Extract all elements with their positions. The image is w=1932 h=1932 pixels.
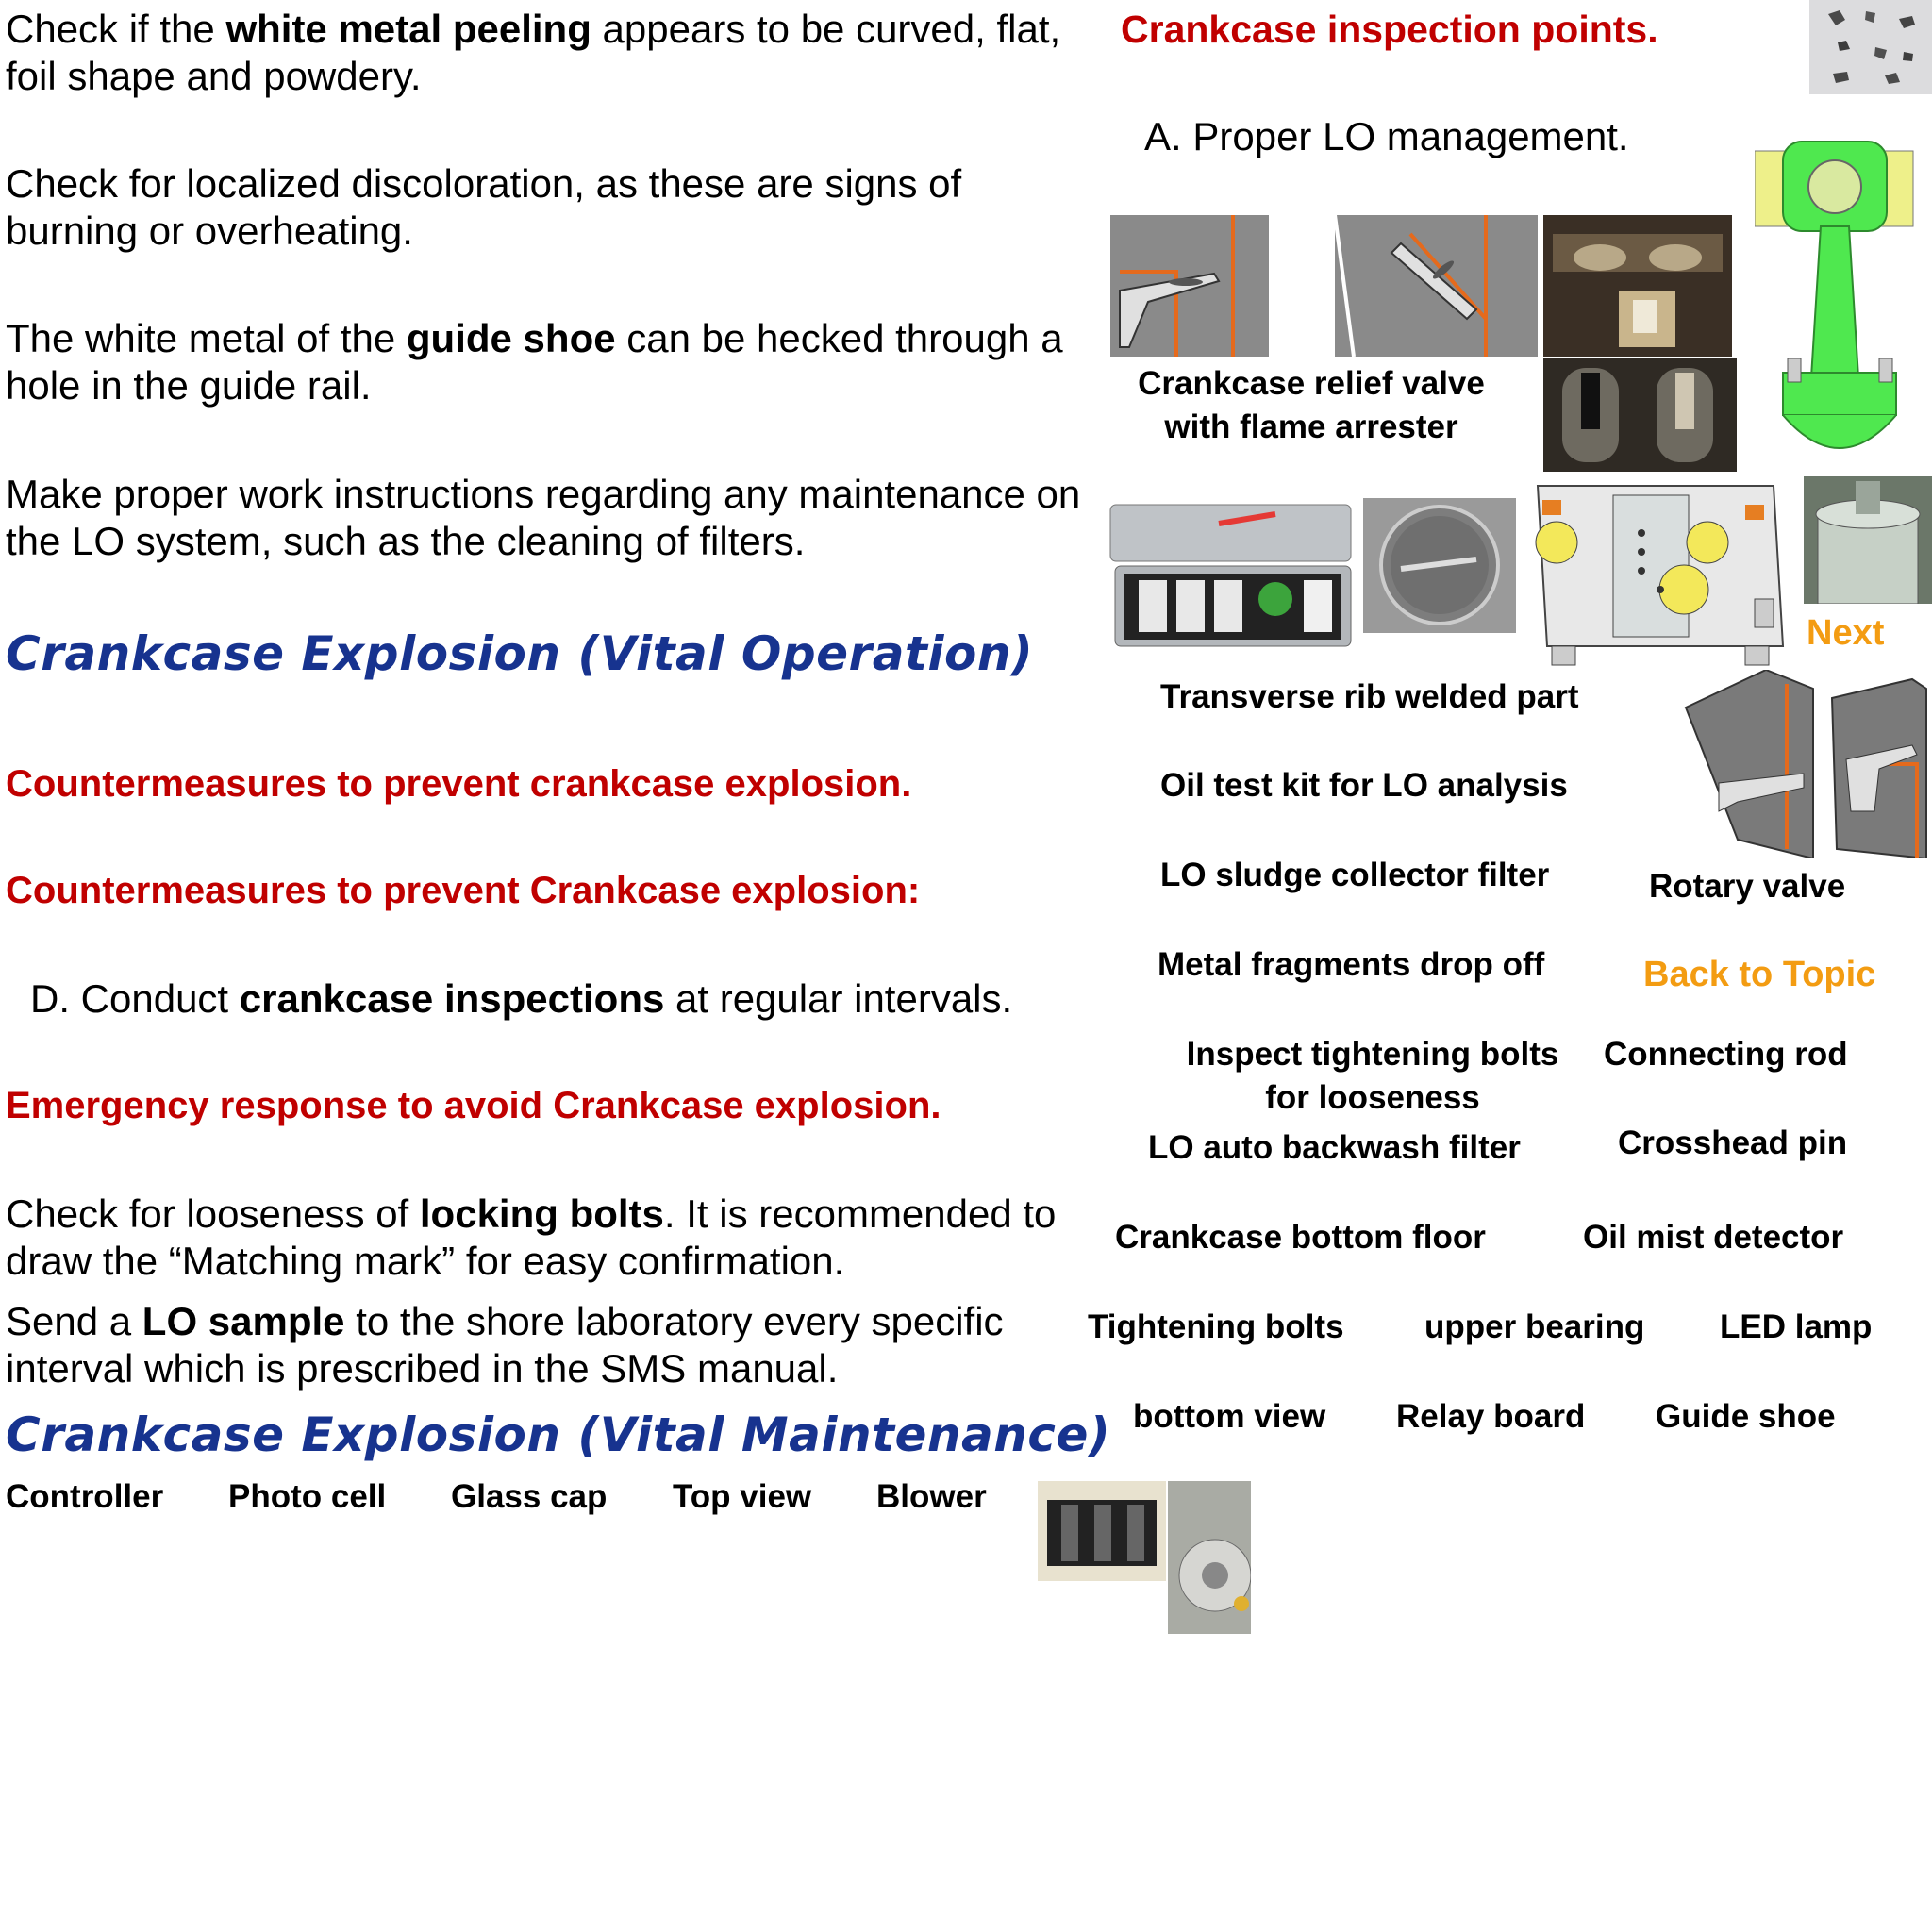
paragraph-guide-shoe: The white metal of the guide shoe can be…	[6, 316, 1063, 408]
label-upper-bearing: upper bearing	[1424, 1308, 1645, 1345]
label-oil-test-kit: Oil test kit for LO analysis	[1160, 767, 1568, 804]
label-connecting-rod: Connecting rod	[1604, 1036, 1848, 1073]
item-a-lo-management: A. Proper LO management.	[1144, 114, 1629, 158]
label-tightening-bolts: Tightening bolts	[1088, 1308, 1344, 1345]
transverse-rib-drawing	[1681, 670, 1932, 858]
label-bottom-view: bottom view	[1133, 1398, 1326, 1435]
connecting-rod-drawing	[1755, 104, 1932, 472]
guide-shoe-drawing-2	[1335, 215, 1538, 357]
backwash-filter-photo	[1804, 476, 1932, 604]
label-transverse-rib: Transverse rib welded part	[1160, 678, 1579, 715]
paragraph-discoloration: Check for localized discoloration, as th…	[6, 161, 962, 253]
photo-cell-photo	[1038, 1481, 1166, 1581]
heading-vital-operation: Crankcase Explosion (Vital Operation)	[6, 626, 1034, 681]
sludge-filter-photo	[1363, 498, 1516, 633]
label-controller: Controller	[6, 1478, 164, 1515]
label-rotary-valve: Rotary valve	[1649, 868, 1846, 905]
paragraph-work-instructions: Make proper work instructions regarding …	[6, 472, 1081, 563]
label-led-lamp: LED lamp	[1720, 1308, 1873, 1345]
heading-countermeasures-1: Countermeasures to prevent crankcase exp…	[6, 763, 912, 805]
heading-inspection-points: Crankcase inspection points.	[1121, 8, 1658, 51]
heading-countermeasures-2: Countermeasures to prevent Crankcase exp…	[6, 870, 921, 911]
label-oil-mist-detector: Oil mist detector	[1583, 1219, 1844, 1256]
oil-mist-detector-drawing	[1519, 476, 1802, 670]
label-relay-board: Relay board	[1396, 1398, 1586, 1435]
metal-fragments-photo	[1809, 0, 1932, 94]
oil-test-kit-photo	[1106, 491, 1358, 651]
label-sludge-filter: LO sludge collector filter	[1160, 857, 1550, 893]
guide-shoe-drawing-1	[1110, 215, 1269, 357]
heading-emergency-response: Emergency response to avoid Crankcase ex…	[6, 1085, 941, 1126]
label-relief-valve: Crankcase relief valve with flame arrest…	[1138, 365, 1485, 445]
label-backwash-filter: LO auto backwash filter	[1148, 1129, 1521, 1166]
paragraph-locking-bolts: Check for looseness of locking bolts. It…	[6, 1191, 1057, 1283]
crankcase-photo-bottom	[1543, 358, 1737, 472]
next-link[interactable]: Next	[1807, 613, 1885, 653]
label-guide-shoe: Guide shoe	[1656, 1398, 1836, 1435]
heading-vital-maintenance: Crankcase Explosion (Vital Maintenance)	[6, 1407, 1111, 1462]
label-bottom-floor: Crankcase bottom floor	[1115, 1219, 1486, 1256]
label-inspect-bolts: Inspect tightening bolts for looseness	[1186, 1036, 1559, 1116]
label-top-view: Top view	[673, 1478, 812, 1515]
label-metal-fragments: Metal fragments drop off	[1158, 946, 1545, 983]
label-glass-cap: Glass cap	[451, 1478, 608, 1515]
label-crosshead-pin: Crosshead pin	[1618, 1124, 1848, 1161]
paragraph-lo-sample: Send a LO sample to the shore laboratory…	[6, 1299, 1004, 1391]
paragraph-white-metal: Check if the white metal peeling appears…	[6, 7, 1061, 98]
blower-photo	[1168, 1481, 1251, 1634]
item-d-inspections: D. Conduct crankcase inspections at regu…	[30, 976, 1013, 1021]
label-photo-cell: Photo cell	[228, 1478, 387, 1515]
back-to-topic-link[interactable]: Back to Topic	[1643, 955, 1876, 994]
label-blower: Blower	[876, 1478, 987, 1515]
crankcase-photo-top	[1543, 215, 1732, 357]
